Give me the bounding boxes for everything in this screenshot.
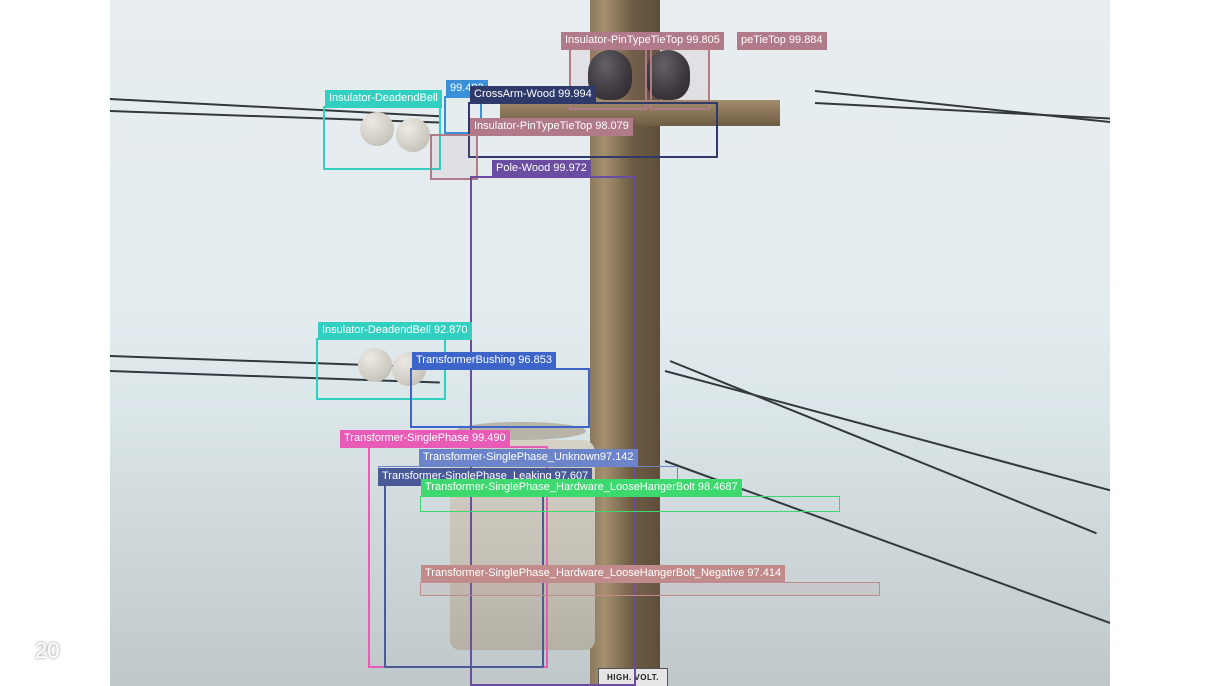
annotated-photo: HIGH. VOLT. Insulator-PinTypeTieTop 99.8…	[110, 0, 1110, 686]
detection-label: peTieTop 99.884	[737, 32, 827, 50]
detection-label: Pole-Wood 99.972	[492, 160, 591, 178]
detection-insulator-deadend-1[interactable]: Insulator-DeadendBell	[323, 106, 441, 170]
letterbox-left	[0, 0, 110, 686]
detection-label: CrossArm-Wood 99.994	[470, 86, 596, 104]
detection-label: Insulator-PinTypeTieTop 98.079	[470, 118, 633, 136]
detection-transformer-bushing[interactable]: TransformerBushing 96.853	[410, 368, 590, 428]
detection-label: Transformer-SinglePhase_Unknown97.142	[419, 449, 638, 467]
slide-stage: HIGH. VOLT. Insulator-PinTypeTieTop 99.8…	[0, 0, 1220, 686]
detection-label: Transformer-SinglePhase_Hardware_LooseHa…	[421, 565, 785, 583]
detection-label: Insulator-DeadendBell 92.870	[318, 322, 472, 340]
detection-insulator-pintype-3[interactable]: Insulator-PinTypeTieTop 98.079	[430, 134, 478, 180]
detection-label: TransformerBushing 96.853	[412, 352, 556, 370]
detection-label: Transformer-SinglePhase 99.490	[340, 430, 510, 448]
detection-label: Transformer-SinglePhase_Hardware_LooseHa…	[421, 479, 742, 497]
letterbox-right	[1110, 0, 1220, 686]
detection-loose-hanger-neg[interactable]: Transformer-SinglePhase_Hardware_LooseHa…	[420, 582, 880, 596]
detection-loose-hanger-1[interactable]: Transformer-SinglePhase_Hardware_LooseHa…	[420, 496, 840, 512]
slide-number: 20	[35, 638, 59, 664]
wire-graphic	[815, 90, 1110, 125]
detection-label: Insulator-DeadendBell	[325, 90, 442, 108]
wire-graphic	[665, 370, 1110, 494]
detection-insulator-pintype-2[interactable]: peTieTop 99.884	[650, 48, 710, 110]
